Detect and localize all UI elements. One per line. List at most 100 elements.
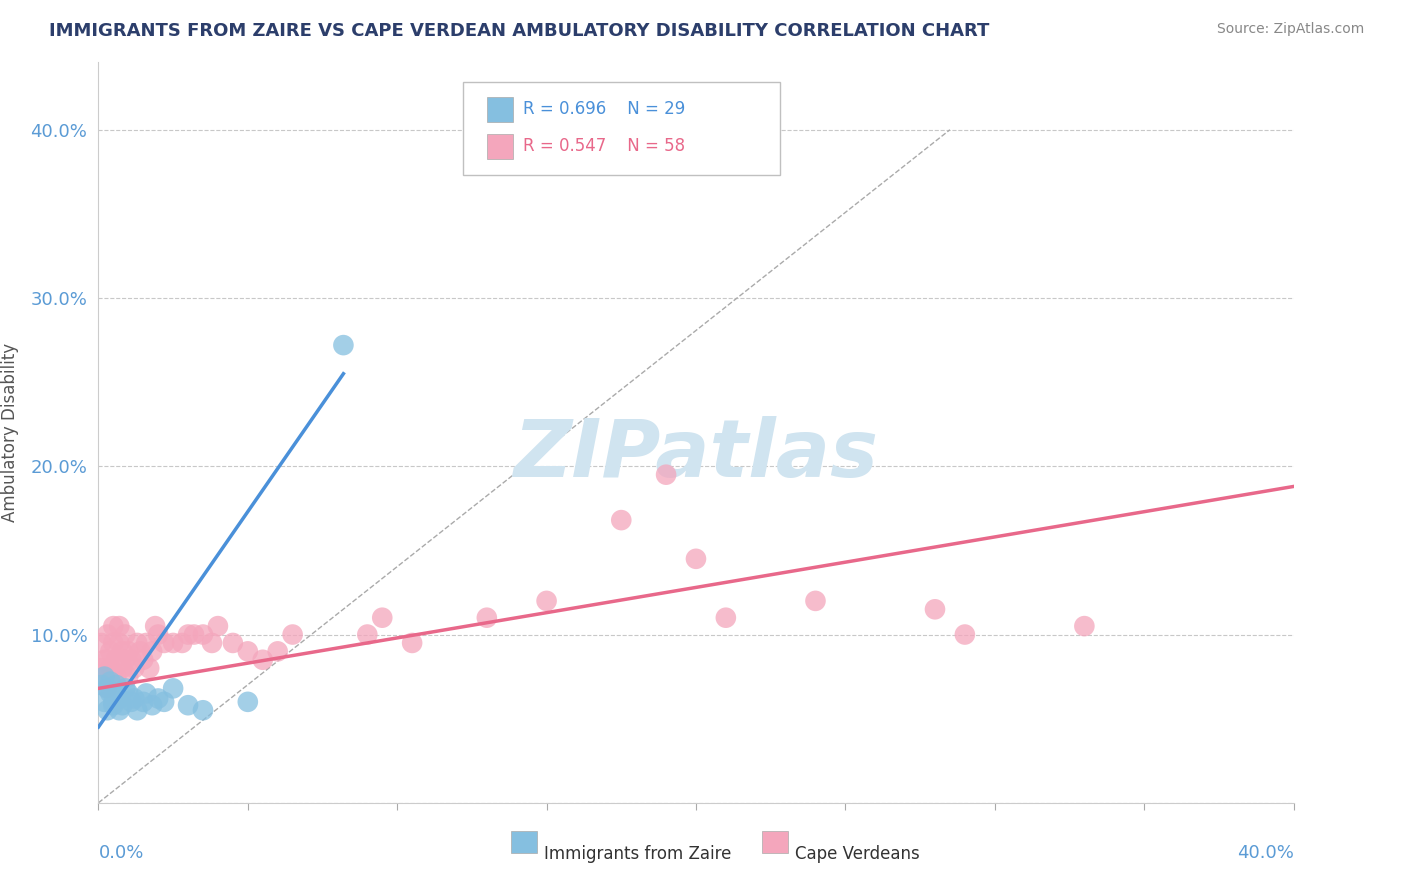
Point (96, 681, 118, 696)
Point (111, 644, 134, 658)
Point (804, 594, 827, 608)
Point (148, 691, 170, 706)
Point (98, 661, 122, 675)
Point (103, 636, 125, 650)
Point (281, 627, 304, 641)
Point (685, 551, 707, 566)
Point (124, 691, 146, 706)
Point (103, 665, 125, 679)
Point (93, 653, 115, 667)
Y-axis label: Ambulatory Disability: Ambulatory Disability (1, 343, 20, 522)
Text: R = 0.696    N = 29: R = 0.696 N = 29 (523, 100, 685, 118)
Point (655, 467, 678, 482)
Text: Cape Verdeans: Cape Verdeans (796, 845, 920, 863)
Point (93, 670, 115, 684)
Text: ZIPatlas: ZIPatlas (513, 416, 879, 494)
Point (162, 681, 184, 696)
Point (117, 644, 139, 658)
Point (93, 695, 115, 709)
Point (953, 627, 976, 641)
Point (108, 703, 131, 717)
Point (132, 695, 155, 709)
Point (105, 670, 128, 684)
Point (924, 602, 946, 616)
Point (191, 703, 214, 717)
Point (90, 678, 112, 692)
Point (153, 695, 176, 709)
Point (114, 681, 136, 696)
Point (610, 513, 633, 527)
Point (96, 653, 118, 667)
Point (90, 636, 112, 650)
Point (714, 610, 737, 624)
Point (401, 636, 423, 650)
Point (141, 698, 163, 713)
Point (103, 695, 125, 709)
FancyBboxPatch shape (510, 831, 537, 853)
Text: 40.0%: 40.0% (1237, 844, 1294, 862)
Point (371, 610, 394, 624)
Point (1073, 619, 1095, 633)
Point (96, 703, 118, 717)
FancyBboxPatch shape (762, 831, 787, 853)
Point (103, 698, 125, 713)
FancyBboxPatch shape (486, 135, 513, 159)
Text: 0.0%: 0.0% (98, 844, 143, 862)
Point (252, 653, 274, 667)
Point (177, 698, 200, 713)
Point (132, 653, 155, 667)
Point (108, 691, 131, 706)
Text: Source: ZipAtlas.com: Source: ZipAtlas.com (1216, 22, 1364, 37)
Point (117, 686, 139, 700)
Point (222, 636, 245, 650)
Point (105, 678, 128, 692)
Text: R = 0.547    N = 58: R = 0.547 N = 58 (523, 137, 685, 155)
Point (105, 686, 128, 700)
Point (111, 698, 134, 713)
Point (183, 627, 205, 641)
Point (356, 627, 378, 641)
Point (129, 644, 152, 658)
Point (90, 661, 112, 675)
Point (135, 636, 157, 650)
Point (120, 695, 142, 709)
FancyBboxPatch shape (486, 97, 513, 121)
Point (96, 681, 118, 696)
Point (332, 338, 354, 352)
Point (143, 619, 166, 633)
Point (124, 661, 146, 675)
Text: IMMIGRANTS FROM ZAIRE VS CAPE VERDEAN AMBULATORY DISABILITY CORRELATION CHART: IMMIGRANTS FROM ZAIRE VS CAPE VERDEAN AM… (49, 22, 990, 40)
Point (475, 610, 498, 624)
Point (162, 636, 184, 650)
Point (177, 627, 200, 641)
Point (114, 627, 136, 641)
Point (117, 670, 139, 684)
Point (114, 653, 136, 667)
Point (153, 636, 176, 650)
Point (172, 636, 194, 650)
Point (111, 661, 134, 675)
Point (207, 619, 229, 633)
Point (98, 674, 122, 689)
Point (141, 644, 163, 658)
Point (98, 686, 122, 700)
Point (267, 644, 290, 658)
FancyBboxPatch shape (463, 82, 780, 175)
Point (201, 636, 224, 650)
Point (236, 695, 259, 709)
Point (191, 627, 214, 641)
Point (105, 653, 128, 667)
Text: Immigrants from Zaire: Immigrants from Zaire (544, 845, 731, 863)
Point (103, 619, 125, 633)
Point (98, 644, 122, 658)
Point (127, 703, 149, 717)
Point (138, 661, 160, 675)
Point (536, 594, 558, 608)
Point (108, 619, 131, 633)
Point (96, 627, 118, 641)
Point (127, 636, 149, 650)
Point (236, 644, 259, 658)
Point (108, 636, 131, 650)
Point (148, 627, 170, 641)
Point (93, 670, 115, 684)
